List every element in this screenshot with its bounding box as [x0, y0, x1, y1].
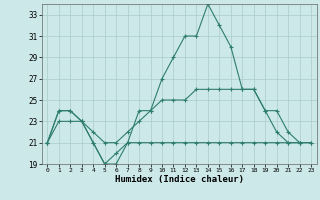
- X-axis label: Humidex (Indice chaleur): Humidex (Indice chaleur): [115, 175, 244, 184]
